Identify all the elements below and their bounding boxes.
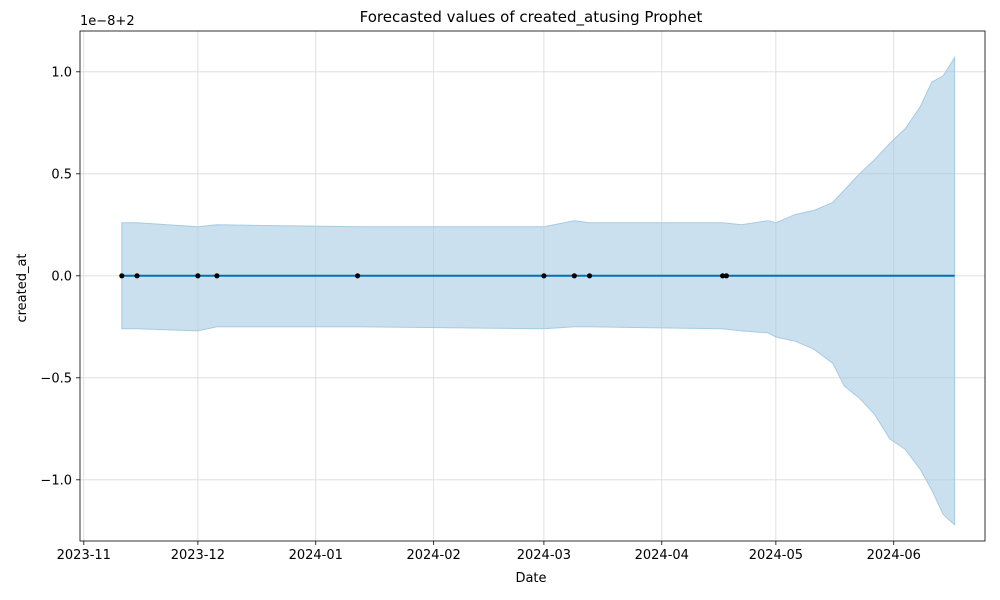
y-tick-label: −1.0	[40, 473, 72, 488]
y-axis-ticks: 1.0 0.5 0.0 −0.5 −1.0	[40, 65, 80, 488]
observed-point	[586, 273, 593, 279]
y-axis-label: created_at	[15, 253, 30, 322]
observed-point	[571, 273, 577, 279]
chart-title: Forecasted values of created_atusing Pro…	[360, 8, 703, 27]
observed-point	[720, 273, 726, 279]
observed-point	[195, 273, 201, 279]
x-tick-label: 2024-03	[517, 548, 571, 563]
observed-point	[354, 273, 361, 279]
y-tick-label: 1.0	[51, 65, 72, 80]
x-tick-label: 2024-04	[635, 548, 689, 563]
y-tick-label: 0.0	[51, 269, 72, 284]
x-tick-label: 2024-05	[749, 548, 803, 563]
x-tick-label: 2024-01	[289, 548, 343, 563]
x-axis-label: Date	[515, 571, 546, 586]
observed-point	[214, 273, 220, 279]
y-offset-label: 1e−8+2	[80, 14, 135, 29]
x-tick-label: 2023-11	[57, 548, 111, 563]
uncertainty-band	[121, 55, 956, 526]
observed-point	[119, 273, 125, 279]
observed-point	[134, 273, 140, 279]
y-tick-label: −0.5	[40, 371, 72, 386]
observed-point	[541, 273, 547, 279]
observed-point	[723, 273, 730, 279]
x-tick-label: 2024-02	[406, 548, 460, 563]
y-tick-label: 0.5	[51, 167, 72, 182]
plot-frame	[79, 30, 986, 542]
x-tick-label: 2024-06	[867, 548, 921, 563]
x-axis-ticks: 2023-11 2023-12 2024-01 2024-02 2024-03 2024-…	[57, 541, 921, 563]
x-tick-label: 2023-12	[171, 548, 225, 563]
observed-points	[119, 273, 730, 279]
